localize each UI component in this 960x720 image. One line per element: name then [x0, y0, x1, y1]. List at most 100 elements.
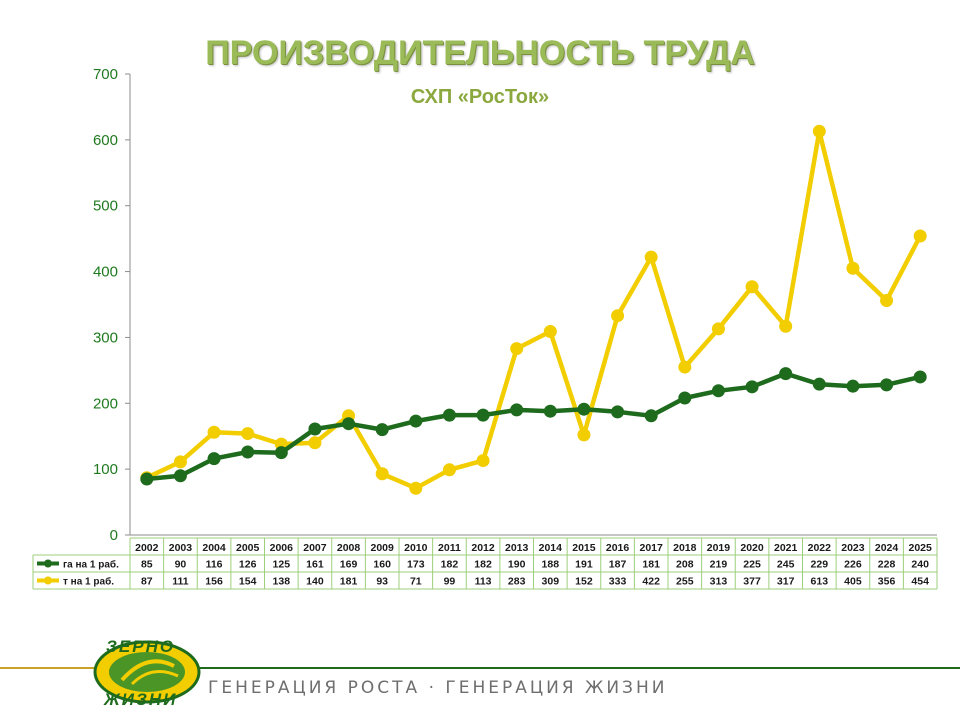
- data-table-value: 317: [777, 576, 795, 588]
- y-tick-label: 700: [93, 66, 118, 83]
- data-point: [409, 481, 423, 495]
- x-tick-label: 2002: [135, 542, 159, 554]
- x-tick-label: 2023: [841, 542, 865, 554]
- data-table-value: 154: [239, 576, 257, 588]
- data-table-value: 187: [609, 559, 627, 571]
- data-point: [510, 342, 524, 356]
- chart-subtitle: СХП «РосТок»: [410, 86, 550, 108]
- data-point: [173, 469, 187, 483]
- data-table-value: 191: [575, 559, 593, 571]
- data-table-value: 422: [642, 576, 660, 588]
- x-tick-label: 2009: [371, 542, 395, 554]
- data-point: [543, 325, 557, 339]
- data-point: [846, 379, 860, 393]
- y-tick-label: 600: [93, 132, 118, 149]
- y-tick-label: 500: [93, 198, 118, 215]
- data-point: [846, 261, 860, 275]
- x-tick-label: 2012: [471, 542, 495, 554]
- y-tick-label: 100: [93, 461, 118, 478]
- legend-label: т на 1 раб.: [63, 576, 114, 588]
- footer-tagline: ГЕНЕРАЦИЯ РОСТА · ГЕНЕРАЦИЯ ЖИЗНИ: [208, 678, 668, 698]
- data-point: [140, 472, 154, 486]
- x-tick-label: 2013: [505, 542, 529, 554]
- data-point: [207, 452, 221, 466]
- data-point: [207, 425, 221, 439]
- y-tick-label: 300: [93, 329, 118, 346]
- data-point: [577, 402, 591, 416]
- y-tick-label: 400: [93, 264, 118, 281]
- data-table-value: 309: [542, 576, 560, 588]
- data-table-value: 140: [306, 576, 324, 588]
- data-point: [442, 408, 456, 422]
- data-point: [644, 409, 658, 423]
- data-point: [577, 428, 591, 442]
- x-tick-label: 2017: [640, 542, 664, 554]
- x-tick-label: 2005: [236, 542, 260, 554]
- series-line: [146, 371, 921, 482]
- data-table-value: 377: [743, 576, 761, 588]
- x-tick-label: 2006: [270, 542, 294, 554]
- line-chart: 0 100 200 300 400 500 600 700 2002 2003 2004 2005 20…: [32, 66, 938, 590]
- data-point: [274, 446, 288, 460]
- data-table-value: 405: [844, 576, 862, 588]
- data-point: [913, 370, 927, 384]
- data-table-value: 245: [777, 559, 795, 571]
- data-table-value: 138: [273, 576, 291, 588]
- data-table-value: 613: [811, 576, 829, 588]
- data-table-value: 208: [676, 559, 694, 571]
- data-point: [812, 124, 826, 138]
- data-table-value: 156: [205, 576, 223, 588]
- data-point: [409, 414, 423, 428]
- data-table-value: 229: [811, 559, 829, 571]
- data-point: [611, 405, 625, 419]
- x-tick-label: 2014: [539, 542, 563, 554]
- data-point: [678, 360, 692, 374]
- data-table-value: 181: [642, 559, 660, 571]
- data-table-value: 225: [743, 559, 761, 571]
- x-tick-label: 2016: [606, 542, 630, 554]
- x-tick-label: 2015: [572, 542, 596, 554]
- data-table-value: 113: [475, 576, 492, 588]
- data-point: [375, 467, 389, 481]
- chart-title: ПРОИЗВОДИТЕЛЬНОСТЬ ТРУДА: [205, 34, 755, 72]
- data-point: [308, 422, 322, 436]
- x-tick-label: 2008: [337, 542, 361, 554]
- data-point: [241, 445, 255, 459]
- data-point: [880, 294, 894, 308]
- x-tick-label: 2019: [707, 542, 731, 554]
- data-point: [913, 229, 927, 243]
- data-point: [173, 455, 187, 469]
- data-point: [678, 391, 692, 405]
- x-tick-label: 2011: [438, 542, 461, 554]
- data-table-value: 99: [444, 576, 456, 588]
- x-tick-label: 2021: [774, 542, 798, 554]
- data-table-value: 240: [911, 559, 929, 571]
- data-table-value: 173: [407, 559, 425, 571]
- data-table-value: 190: [508, 559, 526, 571]
- data-table-value: 93: [376, 576, 388, 588]
- data-point: [711, 322, 725, 336]
- logo-text-top: ЗЕРНО: [106, 637, 175, 656]
- legend-label: га на 1 раб.: [63, 559, 119, 571]
- data-table-value: 182: [441, 559, 459, 571]
- x-tick-label: 2022: [808, 542, 832, 554]
- series-line: [145, 129, 923, 491]
- data-point: [880, 378, 894, 392]
- data-table-value: 333: [609, 576, 627, 588]
- data-table-value: 152: [575, 576, 593, 588]
- data-point: [745, 380, 759, 394]
- data-point: [342, 417, 356, 431]
- data-point: [779, 319, 793, 333]
- x-tick-label: 2025: [909, 542, 933, 554]
- company-logo: ЗЕРНО ЖИЗНИ: [93, 637, 201, 709]
- data-table-value: 255: [676, 576, 694, 588]
- data-table-value: 283: [508, 576, 526, 588]
- y-tick-label: 200: [93, 395, 118, 412]
- data-table-value: 169: [340, 559, 358, 571]
- data-point: [375, 423, 389, 437]
- x-tick-label: 2007: [303, 542, 327, 554]
- data-point: [779, 367, 793, 381]
- data-table-value: 181: [340, 576, 358, 588]
- data-table-value: 71: [410, 576, 422, 588]
- data-table-value: 126: [239, 559, 257, 571]
